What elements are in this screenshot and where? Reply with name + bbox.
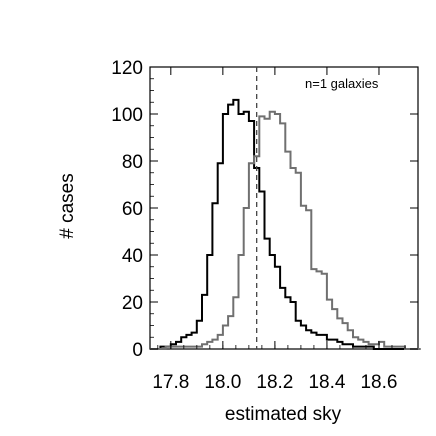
y-tick-label: 40: [122, 246, 143, 267]
y-tick-label: 20: [122, 293, 143, 314]
plot-frame: [149, 66, 419, 350]
y-tick-label: 0: [132, 340, 143, 361]
y-tick-label: 80: [122, 152, 143, 173]
histogram-series-gray: [150, 110, 421, 350]
x-tick-label: 18.2: [256, 372, 293, 393]
x-tick-label: 18.6: [360, 372, 397, 393]
y-tick-label: 60: [122, 199, 143, 220]
x-axis-label: estimated sky: [225, 404, 342, 425]
annotation-label: n=1 galaxies: [305, 76, 379, 91]
x-tick-label: 17.8: [152, 372, 189, 393]
y-tick-label: 120: [111, 58, 143, 79]
x-tick-label: 18.4: [308, 372, 345, 393]
y-axis-label: # cases: [57, 173, 78, 238]
series-layer: [150, 98, 421, 350]
x-tick-label: 18.0: [204, 372, 241, 393]
plot-border: [149, 66, 419, 350]
ticks-layer: 17.8 18.0 18.2 18.4 18.6 0 20 40 60 80 100 120: [111, 58, 418, 393]
y-tick-label: 100: [111, 105, 143, 126]
